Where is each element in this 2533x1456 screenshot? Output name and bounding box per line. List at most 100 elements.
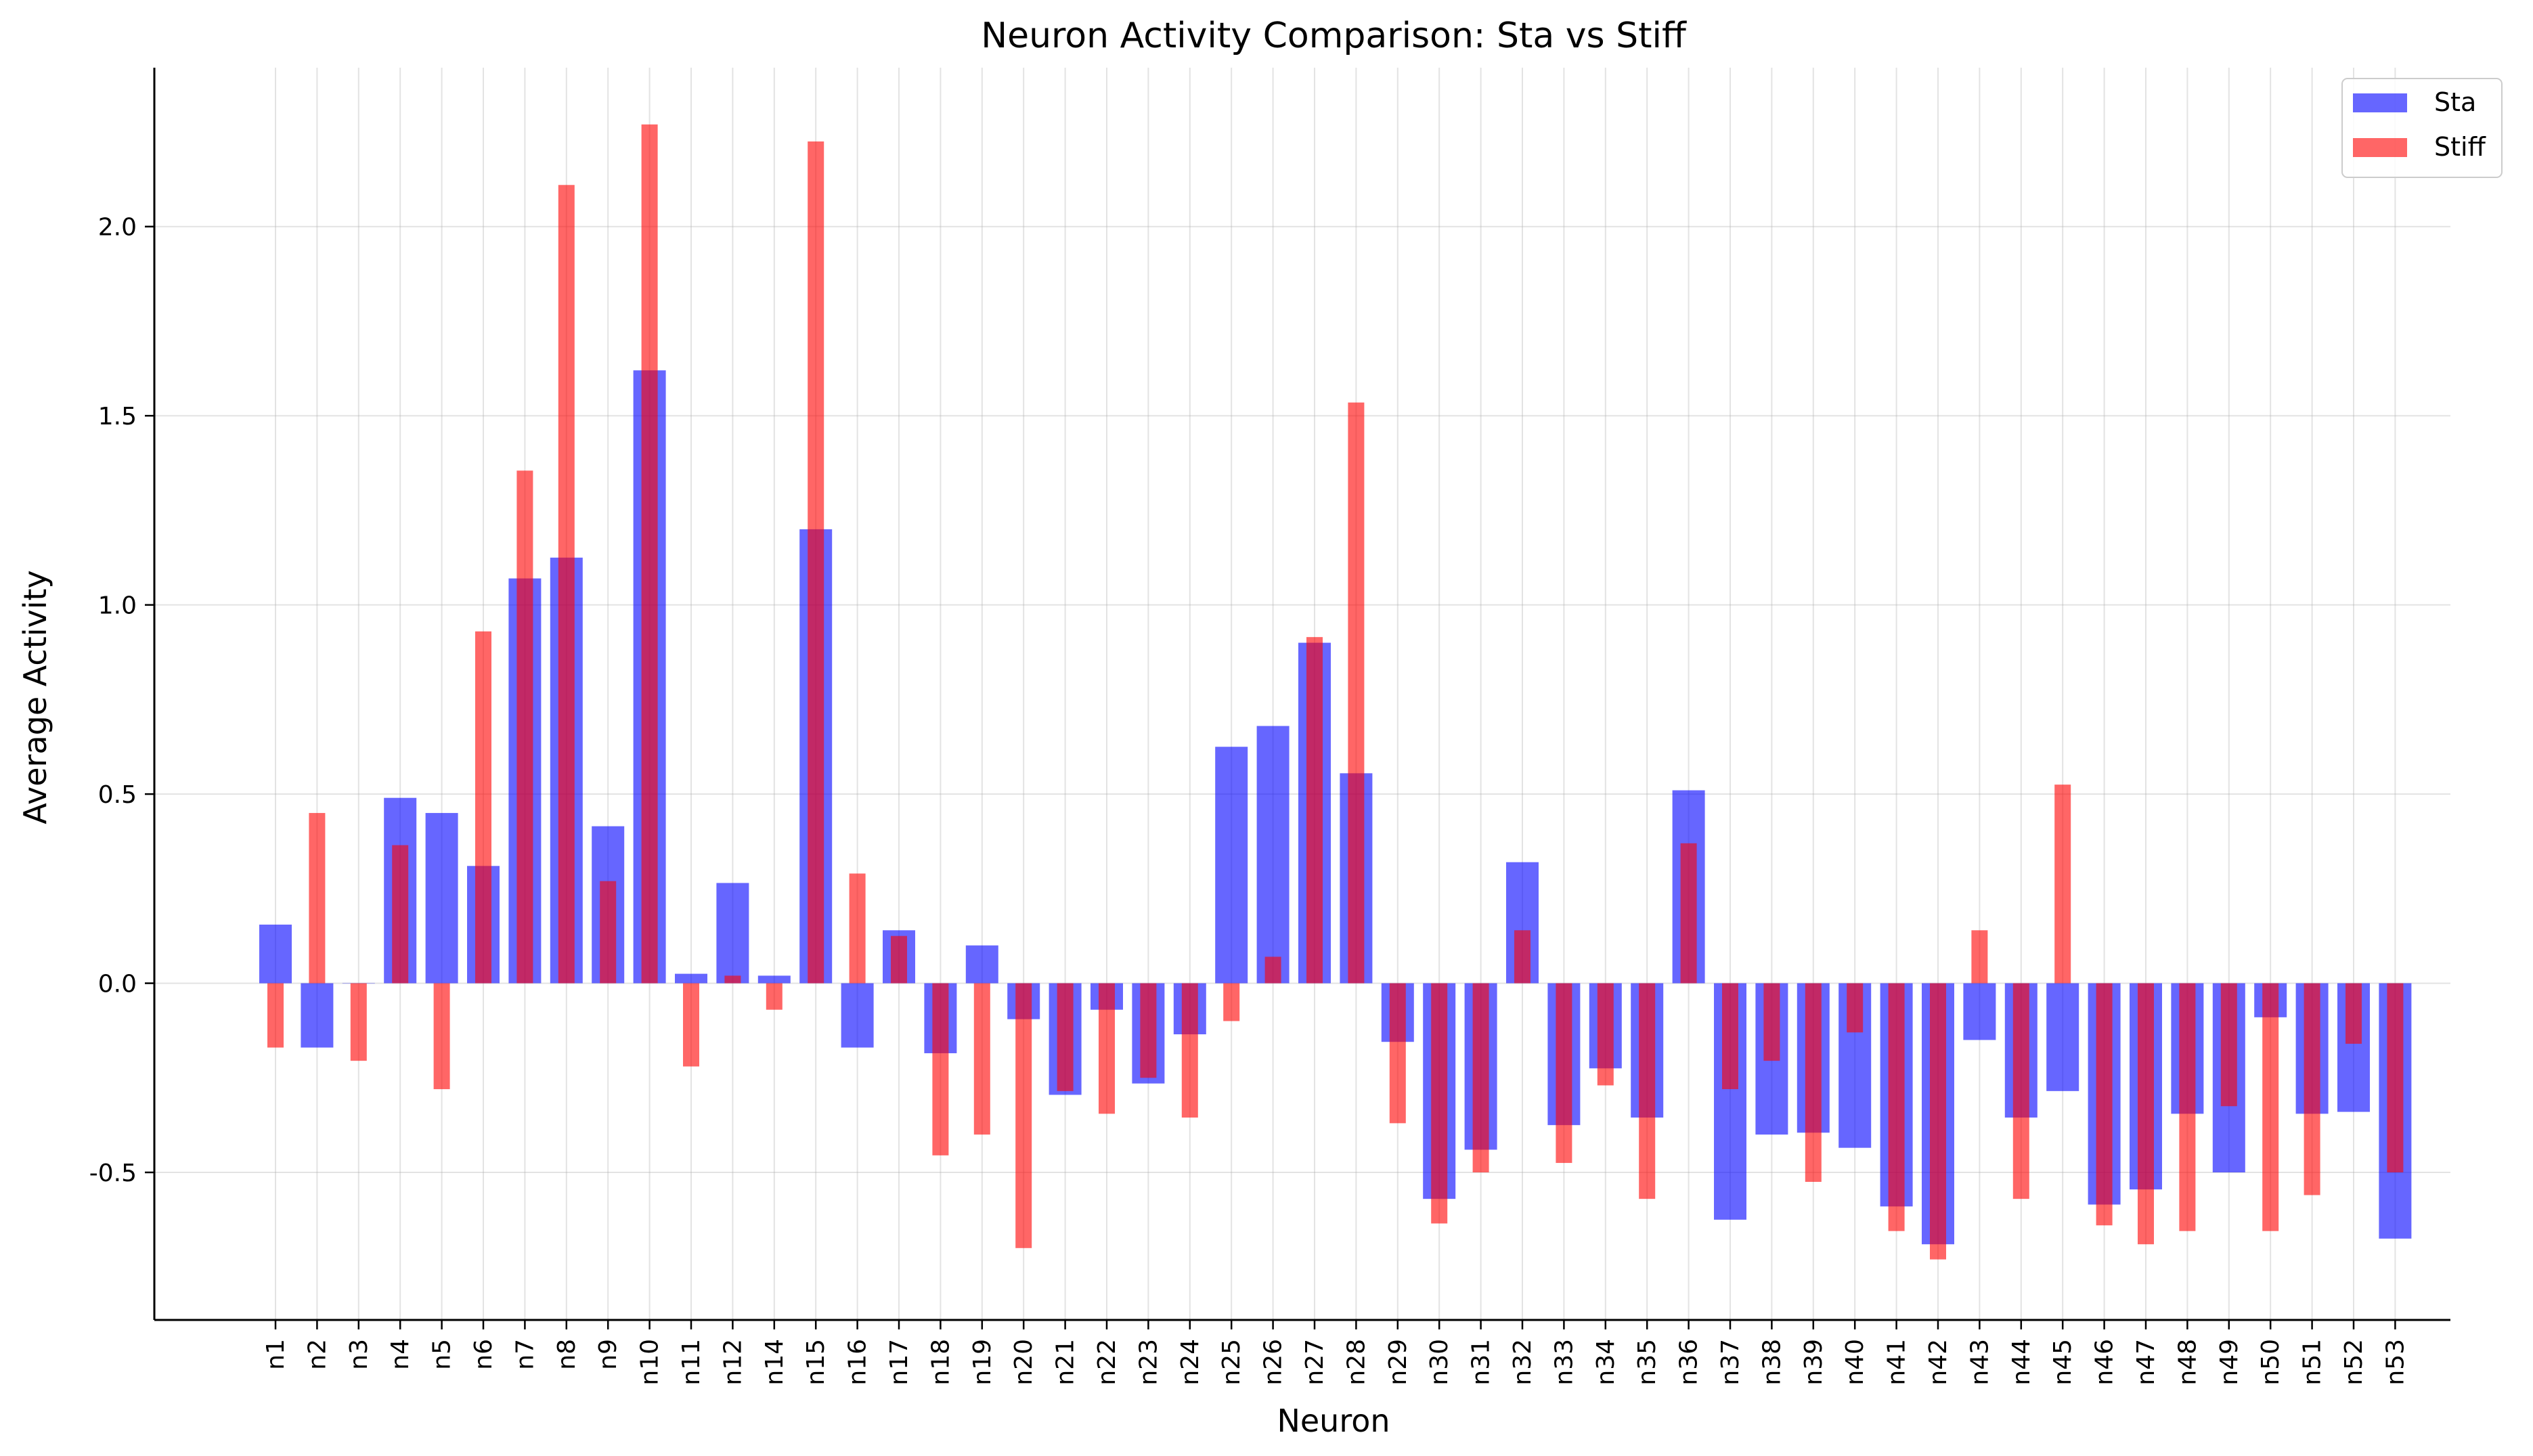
bar-stiff-n20 [1015, 983, 1032, 1248]
bar-sta-n25 [1215, 747, 1248, 984]
y-tick-label: 1.0 [98, 592, 137, 620]
y-ticks: -0.5 0.0 0.5 1.0 1.5 2.0 [89, 214, 154, 1187]
bar-sta-n14 [757, 975, 791, 984]
bar-stiff-n51 [2304, 983, 2320, 1195]
legend-label-sta: Sta [2434, 87, 2476, 117]
x-tick-label: n5 [428, 1339, 456, 1370]
x-tick-label: n11 [678, 1339, 705, 1386]
x-tick-label: n42 [1924, 1339, 1952, 1386]
x-tick-label: n49 [2216, 1339, 2243, 1386]
x-tick-label: n31 [1468, 1339, 1495, 1386]
x-tick-label: n25 [1218, 1339, 1246, 1386]
bar-stiff-n14 [766, 983, 783, 1010]
bar-sta-n26 [1256, 726, 1290, 984]
bar-stiff-n5 [433, 983, 450, 1090]
bar-stiff-n45 [2054, 785, 2071, 984]
bar-stiff-n26 [1264, 956, 1281, 984]
x-tick-label: n40 [1841, 1339, 1869, 1386]
x-tick-label: n34 [1592, 1339, 1620, 1386]
bar-stiff-n44 [2012, 983, 2029, 1199]
x-tick-label: n29 [1384, 1339, 1412, 1386]
x-tick-label: n52 [2340, 1339, 2368, 1386]
bar-stiff-n32 [1514, 930, 1530, 984]
bar-sta-n16 [841, 983, 874, 1048]
bar-stiff-n4 [392, 845, 409, 984]
bar-stiff-n48 [2179, 983, 2196, 1231]
x-tick-label: n19 [969, 1339, 996, 1386]
legend-label-stiff: Stiff [2434, 132, 2486, 162]
y-tick-label: 0.0 [98, 971, 137, 998]
bar-sta-n11 [675, 973, 707, 984]
x-tick-label: n1 [262, 1339, 290, 1370]
bar-stiff-n15 [808, 141, 824, 984]
bar-stiff-n22 [1099, 983, 1115, 1114]
bar-stiff-n8 [558, 185, 575, 984]
x-tick-label: n35 [1633, 1339, 1661, 1386]
x-tick-label: n3 [345, 1339, 373, 1370]
x-tick-label: n51 [2299, 1339, 2327, 1386]
x-tick-label: n45 [2049, 1339, 2077, 1386]
x-tick-label: n7 [511, 1339, 539, 1370]
chart-title: Neuron Activity Comparison: Sta vs Stiff [981, 16, 1687, 56]
bar-stiff-n50 [2262, 983, 2279, 1231]
bar-stiff-n31 [1472, 983, 1489, 1173]
x-tick-label: n33 [1550, 1339, 1578, 1386]
legend-box [2341, 78, 2503, 178]
x-tick-label: n16 [844, 1339, 872, 1386]
x-tick-label: n30 [1426, 1339, 1453, 1386]
x-tick-label: n23 [1135, 1339, 1162, 1386]
x-tick-label: n8 [553, 1339, 581, 1370]
x-tick-label: n6 [470, 1339, 498, 1370]
bar-sta-n2 [301, 983, 334, 1048]
bar-stiff-n6 [475, 631, 491, 984]
bar-stiff-n42 [1930, 983, 1946, 1260]
bar-stiff-n18 [932, 983, 949, 1155]
bar-stiff-n9 [600, 881, 617, 984]
x-tick-label: n38 [1758, 1339, 1786, 1386]
bar-stiff-n47 [2138, 983, 2154, 1245]
x-tick-label: n47 [2132, 1339, 2160, 1386]
bar-stiff-n17 [891, 935, 907, 984]
x-tick-label: n53 [2381, 1339, 2409, 1386]
bar-stiff-n30 [1431, 983, 1448, 1224]
bar-stiff-n2 [309, 813, 326, 984]
x-tick-label: n27 [1301, 1339, 1329, 1386]
bar-sta-n19 [965, 945, 998, 984]
bar-stiff-n39 [1805, 983, 1822, 1182]
x-tick-label: n10 [636, 1339, 664, 1386]
bar-stiff-n16 [849, 873, 866, 984]
x-ticks: n1 n2 n3 n4 n5 n6 n7 n8 n9 n10 n11 n12 n14 n15 n16 n17 n… [262, 1320, 2409, 1386]
y-axis-label: Average Activity [17, 570, 53, 824]
bar-stiff-n21 [1057, 983, 1074, 1091]
bar-stiff-n36 [1680, 843, 1697, 984]
x-axis-label: Neuron [1277, 1403, 1390, 1439]
bar-stiff-n23 [1140, 983, 1157, 1078]
bar-stiff-n27 [1306, 637, 1323, 984]
y-tick-label: -0.5 [89, 1160, 137, 1187]
bar-stiff-n34 [1597, 983, 1614, 1086]
x-tick-label: n18 [927, 1339, 954, 1386]
bar-stiff-n43 [1971, 930, 1988, 984]
x-tick-label: n36 [1675, 1339, 1703, 1386]
x-tick-label: n17 [885, 1339, 913, 1386]
bar-stiff-n28 [1348, 402, 1365, 984]
bar-stiff-n7 [516, 470, 533, 984]
x-tick-label: n28 [1342, 1339, 1370, 1386]
x-tick-label: n41 [1883, 1339, 1911, 1386]
legend-swatch-sta [2353, 93, 2407, 112]
bar-sta-n43 [1963, 983, 1996, 1040]
bar-stiff-n49 [2220, 983, 2237, 1107]
bar-sta-n1 [259, 924, 292, 984]
x-tick-label: n12 [719, 1339, 747, 1386]
bar-stiff-n52 [2345, 983, 2362, 1044]
bar-stiff-n24 [1181, 983, 1198, 1118]
x-tick-label: n44 [2008, 1339, 2035, 1386]
bar-stiff-n33 [1556, 983, 1572, 1164]
x-tick-label: n9 [594, 1339, 622, 1370]
x-tick-label: n20 [1010, 1339, 1038, 1386]
x-tick-label: n43 [1966, 1339, 1994, 1386]
x-tick-label: n22 [1093, 1339, 1121, 1386]
x-tick-label: n15 [802, 1339, 830, 1386]
bar-sta-n5 [425, 813, 458, 984]
bar-stiff-n37 [1722, 983, 1738, 1090]
